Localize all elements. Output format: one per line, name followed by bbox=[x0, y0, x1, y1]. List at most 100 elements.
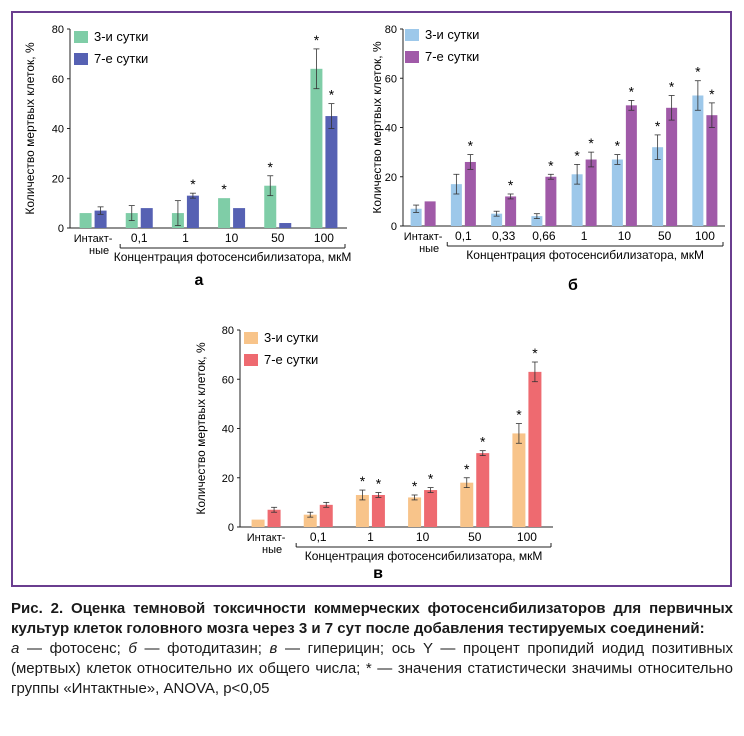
bar bbox=[140, 208, 153, 228]
y-tick-label: 0 bbox=[391, 221, 397, 233]
significance-star: * bbox=[709, 86, 715, 102]
y-tick-label: 20 bbox=[52, 173, 64, 185]
panel-label: в bbox=[373, 565, 383, 582]
x-tick-label: ные bbox=[419, 243, 439, 255]
bar bbox=[310, 68, 323, 228]
y-axis-label: Количество мертвых клеток, % bbox=[23, 42, 37, 215]
significance-star: * bbox=[655, 118, 661, 134]
x-tick-label: 50 bbox=[468, 530, 482, 544]
bar bbox=[706, 115, 718, 226]
bar bbox=[464, 161, 476, 226]
x-axis-label: Концентрация фотосенсибилизатора, мкМ bbox=[305, 549, 543, 563]
bar bbox=[692, 95, 704, 226]
bar bbox=[267, 509, 281, 527]
bar bbox=[652, 147, 664, 226]
legend-label: 7-е сутки bbox=[425, 49, 479, 64]
x-tick-label: 0,33 bbox=[492, 229, 516, 243]
significance-star: * bbox=[516, 407, 522, 423]
bar bbox=[408, 497, 422, 527]
significance-star: * bbox=[480, 434, 486, 450]
y-tick-label: 80 bbox=[222, 325, 234, 337]
bar bbox=[325, 116, 338, 228]
legend-swatch bbox=[244, 332, 258, 344]
figure-frame: 0 20 40 60 80 Количество мертвых клеток, % * * *… bbox=[11, 11, 732, 587]
x-tick-label: 50 bbox=[658, 229, 672, 243]
bar bbox=[611, 159, 623, 226]
bar bbox=[410, 208, 422, 226]
bar bbox=[625, 105, 637, 226]
bar bbox=[585, 159, 597, 226]
x-tick-label: Интакт- bbox=[247, 532, 286, 544]
x-tick-label: 0,1 bbox=[310, 530, 327, 544]
legend-label: 7-е сутки bbox=[264, 352, 318, 367]
significance-star: * bbox=[428, 471, 434, 487]
bar bbox=[505, 196, 517, 226]
significance-star: * bbox=[588, 135, 594, 151]
x-tick-label: ные bbox=[262, 544, 282, 556]
caption-text-b: — фотодитазин; bbox=[136, 640, 270, 657]
significance-star: * bbox=[508, 177, 514, 193]
panel-label: а bbox=[195, 272, 204, 289]
x-tick-label: 10 bbox=[225, 231, 239, 245]
legend-label: 3-и сутки bbox=[94, 29, 148, 44]
legend-swatch bbox=[74, 53, 88, 65]
y-tick-label: 40 bbox=[222, 424, 234, 436]
y-tick-label: 40 bbox=[385, 123, 397, 135]
significance-star: * bbox=[574, 147, 580, 163]
significance-star: * bbox=[695, 64, 701, 80]
bar bbox=[94, 210, 107, 228]
panel-label: б bbox=[568, 277, 578, 294]
x-tick-label: 1 bbox=[581, 229, 588, 243]
significance-star: * bbox=[221, 181, 227, 197]
chart-panel-c: 0 20 40 60 80 Количество мертвых клеток, % * * *… bbox=[194, 325, 553, 582]
significance-star: * bbox=[360, 473, 366, 489]
x-tick-label: ные bbox=[89, 245, 109, 257]
bar bbox=[371, 494, 385, 527]
bar bbox=[571, 174, 583, 226]
bar bbox=[491, 213, 503, 226]
bar bbox=[460, 482, 474, 527]
x-tick-label: 1 bbox=[182, 231, 189, 245]
y-axis-label: Количество мертвых клеток, % bbox=[194, 342, 208, 515]
significance-star: * bbox=[412, 478, 418, 494]
x-tick-label: 50 bbox=[271, 231, 285, 245]
significance-star: * bbox=[629, 83, 635, 99]
chart-panel-a: 0 20 40 60 80 Количество мертвых клеток, % * * *… bbox=[23, 24, 351, 289]
y-tick-label: 0 bbox=[58, 223, 64, 235]
y-axis-label: Количество мертвых клеток, % bbox=[373, 41, 384, 214]
y-tick-label: 40 bbox=[52, 124, 64, 136]
legend-swatch bbox=[74, 31, 88, 43]
legend-swatch bbox=[244, 354, 258, 366]
caption-label-a: а bbox=[11, 640, 20, 657]
y-tick-label: 60 bbox=[52, 74, 64, 86]
y-tick-label: 80 bbox=[385, 24, 397, 36]
bar bbox=[279, 223, 292, 228]
y-tick-label: 80 bbox=[52, 24, 64, 36]
legend-label: 3-и сутки bbox=[425, 27, 479, 42]
caption-text-c: — гиперицин; ось Y — процент пропидий ио… bbox=[11, 640, 734, 697]
bar bbox=[264, 185, 277, 228]
y-tick-label: 0 bbox=[228, 522, 234, 534]
y-tick-label: 20 bbox=[385, 172, 397, 184]
significance-star: * bbox=[268, 159, 274, 175]
significance-star: * bbox=[329, 87, 335, 103]
caption-label-c: в bbox=[269, 640, 278, 657]
bar bbox=[450, 184, 462, 226]
x-tick-label: 100 bbox=[517, 530, 537, 544]
x-tick-label: 0,1 bbox=[131, 231, 148, 245]
legend-label: 7-е сутки bbox=[94, 51, 148, 66]
significance-star: * bbox=[468, 138, 474, 154]
x-tick-label: Интакт- bbox=[404, 231, 443, 243]
bar bbox=[79, 213, 92, 228]
bar bbox=[424, 490, 438, 527]
significance-star: * bbox=[314, 32, 320, 48]
x-tick-label: 0,66 bbox=[532, 229, 556, 243]
bar bbox=[528, 371, 542, 527]
x-tick-label: 10 bbox=[416, 530, 430, 544]
x-tick-label: 0,1 bbox=[455, 229, 472, 243]
x-tick-label: 1 bbox=[367, 530, 374, 544]
bar bbox=[233, 208, 246, 228]
bar bbox=[476, 453, 490, 527]
bar bbox=[424, 201, 436, 226]
